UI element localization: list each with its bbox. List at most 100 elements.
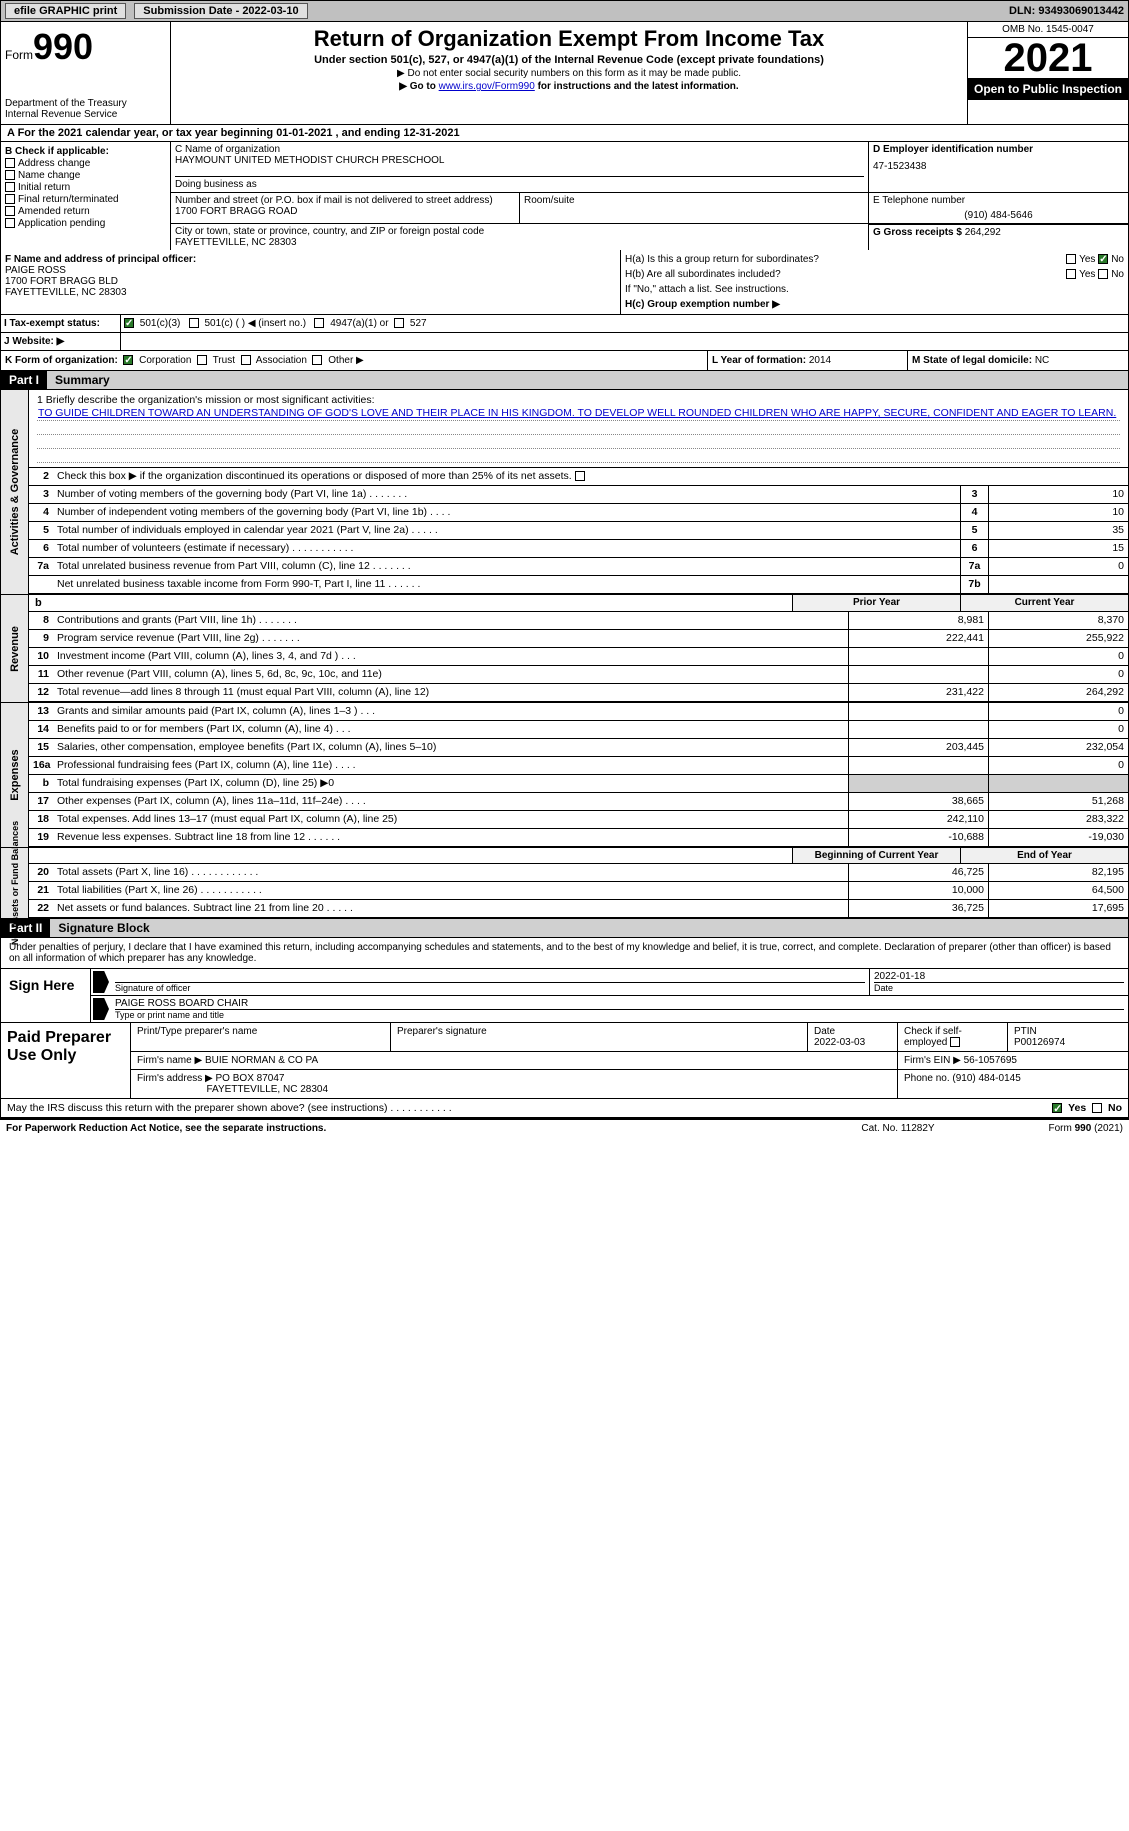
gov-val-6: 15	[988, 540, 1128, 557]
preparer-left-label: Paid Preparer Use Only	[1, 1023, 131, 1098]
part1-header: Part I	[1, 371, 47, 389]
chk-name-change[interactable]	[5, 170, 15, 180]
name-label: C Name of organization	[175, 144, 864, 155]
dept-label: Department of the Treasury	[5, 98, 166, 109]
net-curr-21: 64,500	[988, 882, 1128, 899]
prior-year-hdr: Prior Year	[792, 595, 960, 611]
hb-note: If "No," attach a list. See instructions…	[625, 284, 1124, 295]
exp-line-19: Revenue less expenses. Subtract line 18 …	[53, 829, 848, 846]
end-year-hdr: End of Year	[960, 848, 1128, 863]
vtab-governance: Activities & Governance	[9, 429, 21, 556]
section-j-label: J Website: ▶	[1, 333, 121, 350]
firm-addr2: FAYETTEVILLE, NC 28304	[206, 1084, 328, 1095]
ha-no[interactable]: ✓	[1098, 254, 1108, 264]
gov-line-7b: Net unrelated business taxable income fr…	[53, 576, 960, 593]
chk-trust[interactable]	[197, 355, 207, 365]
exp-line-16a: Professional fundraising fees (Part IX, …	[53, 757, 848, 774]
chk-4947[interactable]	[314, 318, 324, 328]
city-label: City or town, state or province, country…	[175, 226, 864, 237]
tax-year: 2021	[968, 38, 1128, 78]
gov-line-5: Total number of individuals employed in …	[53, 522, 960, 539]
firm-ein: 56-1057695	[964, 1055, 1017, 1066]
vtab-expenses: Expenses	[9, 749, 21, 800]
chk-501c3[interactable]: ✓	[124, 318, 134, 328]
org-name: HAYMOUNT UNITED METHODIST CHURCH PRESCHO…	[175, 155, 864, 166]
efile-print-button[interactable]: efile GRAPHIC print	[5, 3, 126, 19]
exp-curr-16a: 0	[988, 757, 1128, 774]
gov-line-3: Number of voting members of the governin…	[53, 486, 960, 503]
hb-no[interactable]	[1098, 269, 1108, 279]
exp-prior-17: 38,665	[848, 793, 988, 810]
net-curr-20: 82,195	[988, 864, 1128, 881]
note-ssn: ▶ Do not enter social security numbers o…	[175, 68, 963, 79]
part2-title: Signature Block	[50, 919, 1128, 937]
chk-line2[interactable]	[575, 471, 585, 481]
footer-mid: Cat. No. 11282Y	[823, 1123, 973, 1134]
chk-initial-return[interactable]	[5, 182, 15, 192]
exp-prior-16a	[848, 757, 988, 774]
current-year-hdr: Current Year	[960, 595, 1128, 611]
chk-corp[interactable]: ✓	[123, 355, 133, 365]
note-link: ▶ Go to www.irs.gov/Form990 for instruct…	[175, 81, 963, 92]
exp-curr-14: 0	[988, 721, 1128, 738]
rev-line-12: Total revenue—add lines 8 through 11 (mu…	[53, 684, 848, 701]
section-m: M State of legal domicile: NC	[908, 351, 1128, 370]
gross-label: G Gross receipts $	[873, 227, 965, 238]
chk-address-change[interactable]	[5, 158, 15, 168]
discuss-yes[interactable]: ✓	[1052, 1103, 1062, 1113]
gov-val-7b	[988, 576, 1128, 593]
ha-yes[interactable]	[1066, 254, 1076, 264]
exp-line-b: Total fundraising expenses (Part IX, col…	[53, 775, 848, 792]
hb-yes[interactable]	[1066, 269, 1076, 279]
submission-date: Submission Date - 2022-03-10	[134, 3, 307, 19]
section-f-h: F Name and address of principal officer:…	[0, 250, 1129, 315]
ein-label: D Employer identification number	[873, 144, 1033, 155]
exp-prior-18: 242,110	[848, 811, 988, 828]
footer-left: For Paperwork Reduction Act Notice, see …	[6, 1123, 823, 1134]
chk-527[interactable]	[394, 318, 404, 328]
irs-link[interactable]: www.irs.gov/Form990	[439, 81, 535, 92]
chk-501c[interactable]	[189, 318, 199, 328]
form-title: Return of Organization Exempt From Incom…	[175, 26, 963, 52]
firm-name: BUIE NORMAN & CO PA	[205, 1055, 318, 1066]
addr-label: Number and street (or P.O. box if mail i…	[175, 195, 515, 206]
rev-curr-11: 0	[988, 666, 1128, 683]
dba-label: Doing business as	[175, 176, 864, 190]
net-curr-22: 17,695	[988, 900, 1128, 917]
net-line-20: Total assets (Part X, line 16) . . . . .…	[53, 864, 848, 881]
discuss-text: May the IRS discuss this return with the…	[7, 1102, 1052, 1114]
chk-amended[interactable]	[5, 206, 15, 216]
exp-prior-19: -10,688	[848, 829, 988, 846]
rev-line-9: Program service revenue (Part VIII, line…	[53, 630, 848, 647]
chk-app-pending[interactable]	[5, 218, 15, 228]
mission-text[interactable]: TO GUIDE CHILDREN TOWARD AN UNDERSTANDIN…	[38, 407, 1116, 419]
section-l: L Year of formation: 2014	[708, 351, 908, 370]
gov-val-5: 35	[988, 522, 1128, 539]
chk-other[interactable]	[312, 355, 322, 365]
chk-final-return[interactable]	[5, 194, 15, 204]
gross-value: 264,292	[965, 227, 1001, 238]
discuss-no[interactable]	[1092, 1103, 1102, 1113]
chk-self-employed[interactable]	[950, 1037, 960, 1047]
net-prior-21: 10,000	[848, 882, 988, 899]
sig-date: 2022-01-18	[874, 971, 1124, 982]
officer-label: F Name and address of principal officer:	[5, 254, 196, 265]
rev-curr-9: 255,922	[988, 630, 1128, 647]
officer-addr1: 1700 FORT BRAGG BLD	[5, 276, 118, 287]
section-b-c-d: B Check if applicable: Address change Na…	[0, 142, 1129, 250]
exp-line-15: Salaries, other compensation, employee b…	[53, 739, 848, 756]
begin-year-hdr: Beginning of Current Year	[792, 848, 960, 863]
phone-label: E Telephone number	[873, 195, 1124, 206]
part2-header: Part II	[1, 919, 50, 937]
prep-sig-label: Preparer's signature	[391, 1023, 808, 1051]
rev-prior-8: 8,981	[848, 612, 988, 629]
exp-curr-15: 232,054	[988, 739, 1128, 756]
sig-name: PAIGE ROSS BOARD CHAIR	[115, 998, 1124, 1009]
rev-curr-10: 0	[988, 648, 1128, 665]
open-public-badge: Open to Public Inspection	[968, 78, 1128, 100]
top-toolbar: efile GRAPHIC print Submission Date - 20…	[0, 0, 1129, 22]
chk-assoc[interactable]	[241, 355, 251, 365]
section-b-label: B Check if applicable:	[5, 146, 109, 157]
arrow-icon	[93, 998, 109, 1020]
hb-label: H(b) Are all subordinates included?	[625, 269, 781, 280]
